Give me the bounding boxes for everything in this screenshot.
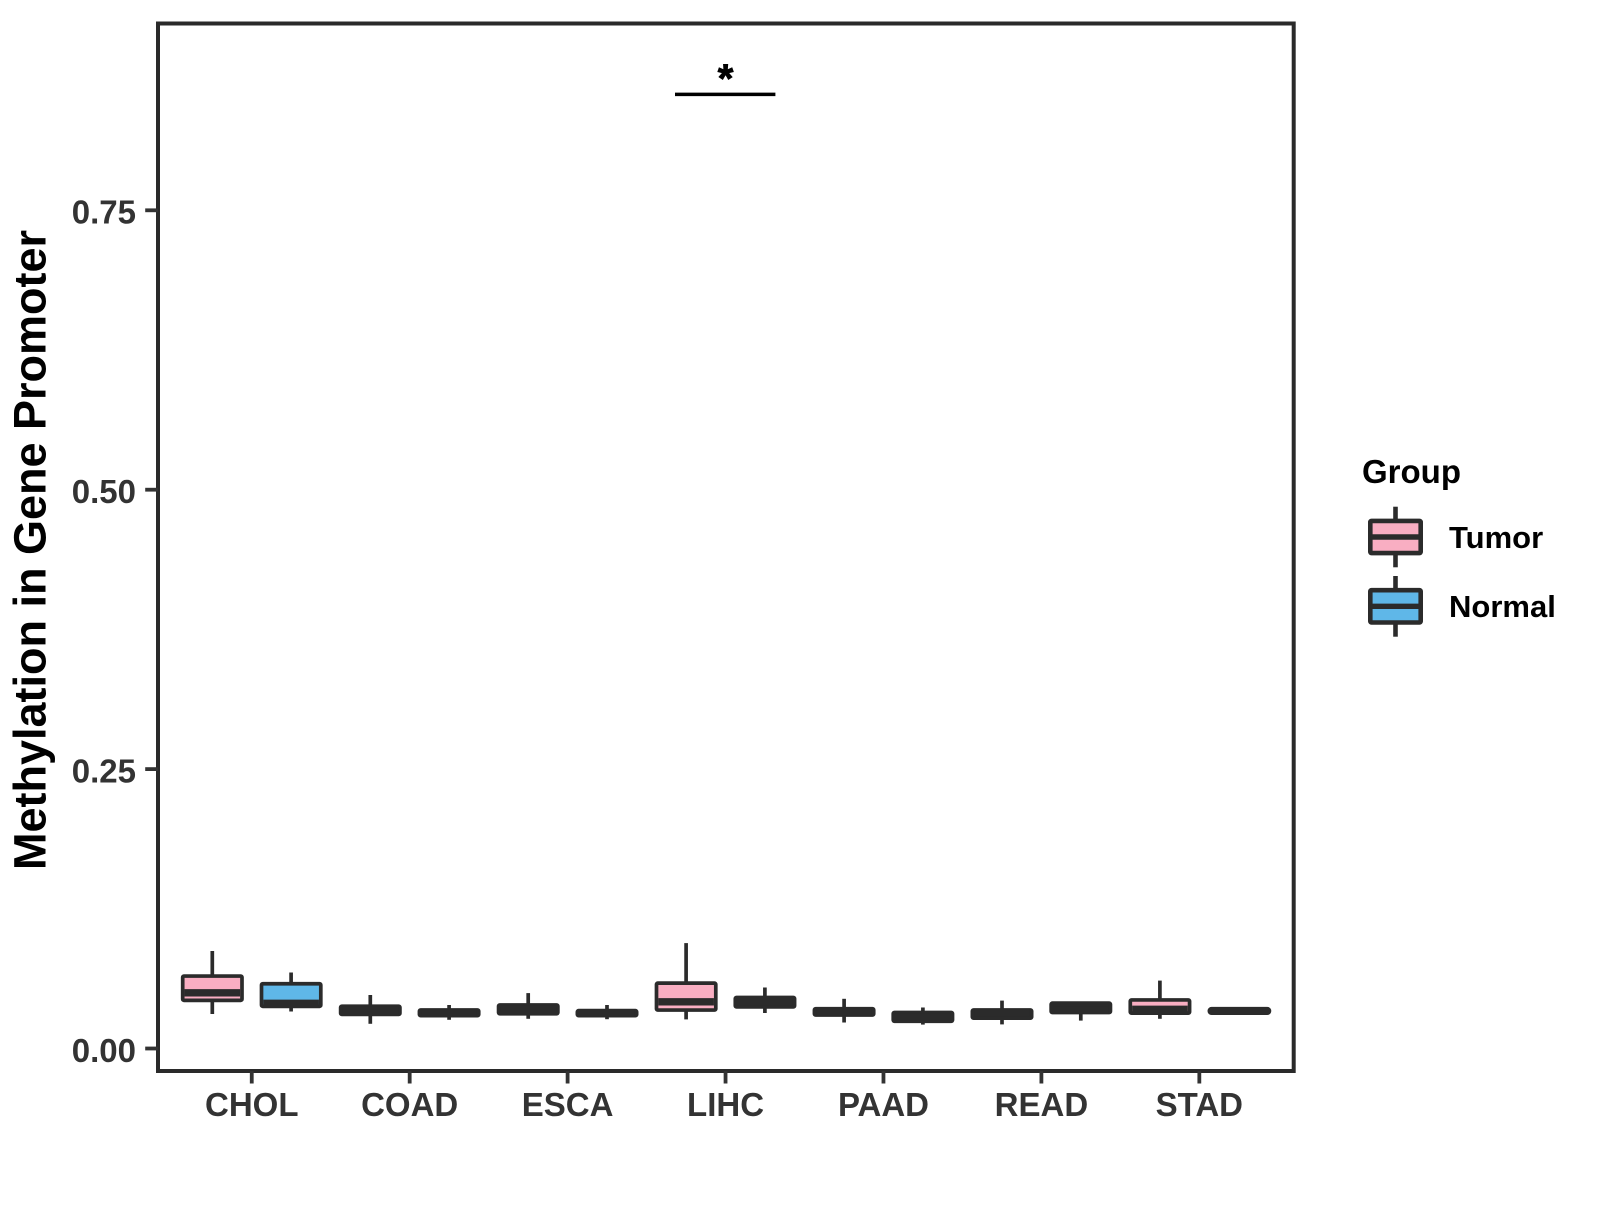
svg-text:STAD: STAD: [1156, 1086, 1243, 1123]
svg-text:0.25: 0.25: [72, 752, 136, 789]
svg-text:COAD: COAD: [361, 1086, 458, 1123]
svg-text:0.50: 0.50: [72, 473, 136, 510]
svg-text:*: *: [718, 57, 734, 101]
svg-text:Group: Group: [1362, 453, 1461, 490]
svg-text:Methylation in Gene Promoter: Methylation in Gene Promoter: [5, 230, 56, 870]
svg-text:ESCA: ESCA: [522, 1086, 614, 1123]
svg-text:CHOL: CHOL: [205, 1086, 299, 1123]
svg-text:PAAD: PAAD: [838, 1086, 929, 1123]
svg-text:Tumor: Tumor: [1449, 520, 1543, 555]
svg-text:0.00: 0.00: [72, 1032, 136, 1069]
svg-text:READ: READ: [995, 1086, 1089, 1123]
svg-text:Normal: Normal: [1449, 589, 1556, 624]
svg-text:LIHC: LIHC: [687, 1086, 764, 1123]
svg-text:0.75: 0.75: [72, 194, 136, 231]
